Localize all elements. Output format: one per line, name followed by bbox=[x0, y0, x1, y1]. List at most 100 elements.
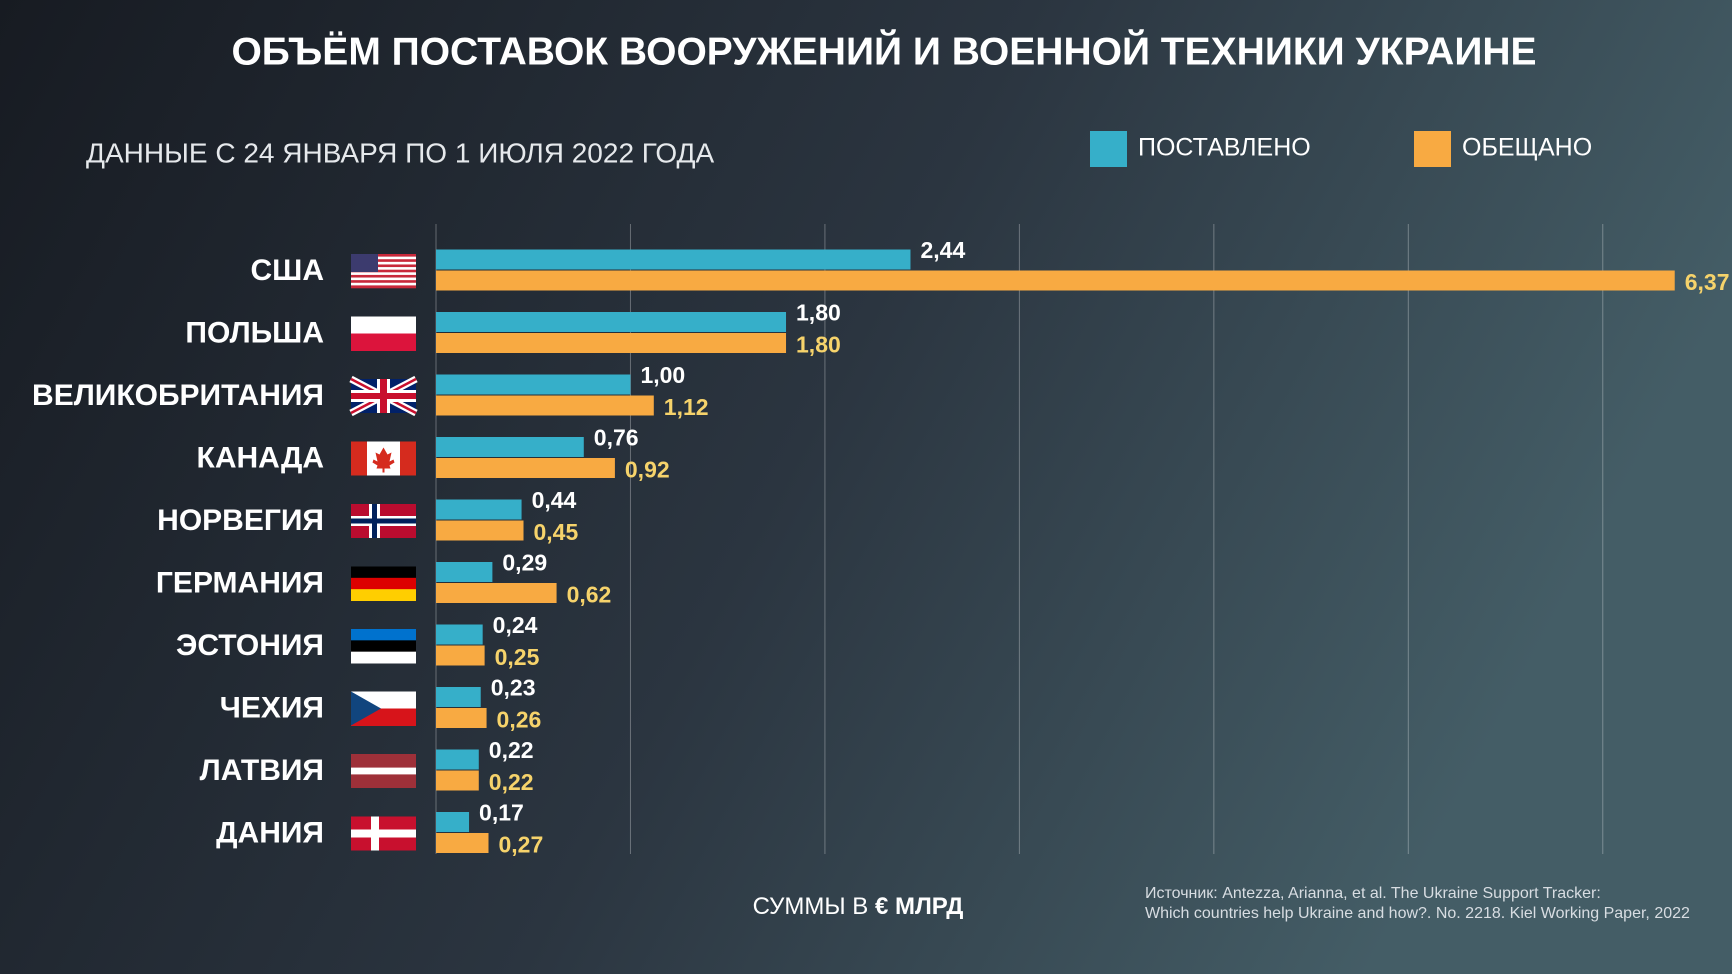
value-label: 1,80 bbox=[796, 300, 841, 326]
value-label: 2,44 bbox=[920, 237, 965, 263]
bar bbox=[436, 249, 911, 270]
bar bbox=[436, 437, 584, 457]
value-label: 0,76 bbox=[594, 425, 639, 451]
source-line: Источник: Antezza, Arianna, et al. The U… bbox=[1145, 885, 1601, 902]
value-label: 0,17 bbox=[479, 800, 524, 826]
flag-part bbox=[351, 518, 416, 524]
bar bbox=[436, 624, 483, 645]
bar bbox=[436, 708, 487, 728]
flag-part bbox=[351, 651, 416, 664]
flag-part bbox=[351, 254, 378, 272]
flag-part bbox=[351, 264, 416, 268]
value-label: 0,29 bbox=[502, 550, 547, 576]
flag bbox=[351, 691, 416, 726]
y-tick-label: ЭСТОНИЯ bbox=[176, 629, 324, 662]
bar bbox=[436, 749, 479, 770]
y-tick-label: НОРВЕГИЯ bbox=[157, 504, 324, 537]
bar bbox=[436, 374, 631, 395]
y-tick-label: ЛАТВИЯ bbox=[200, 754, 324, 787]
flag-part bbox=[351, 577, 416, 590]
bar bbox=[436, 270, 1675, 291]
value-label: 0,25 bbox=[495, 644, 540, 670]
value-label: 0,26 bbox=[497, 707, 542, 733]
bar bbox=[436, 583, 557, 603]
value-label: 0,62 bbox=[567, 582, 612, 608]
unit-note: СУММЫ В € МЛРД bbox=[753, 893, 964, 920]
value-label: 0,22 bbox=[489, 769, 534, 795]
flag-part bbox=[351, 691, 381, 726]
flag bbox=[349, 375, 418, 417]
flag bbox=[351, 316, 416, 351]
flag-part bbox=[351, 333, 416, 351]
value-label: 0,24 bbox=[493, 612, 538, 638]
flag-part bbox=[351, 640, 416, 653]
bar bbox=[436, 395, 654, 416]
unit-prefix: СУММЫ В bbox=[753, 893, 869, 920]
value-label: 1,00 bbox=[640, 362, 685, 388]
value-label: 0,22 bbox=[489, 737, 534, 763]
chart-title: ОБЪЁМ ПОСТАВОК ВООРУЖЕНИЙ И ВОЕННОЙ ТЕХН… bbox=[231, 28, 1536, 73]
unit-emphasis: € МЛРД bbox=[875, 893, 963, 920]
flag-part bbox=[351, 767, 416, 775]
subtitle: ДАННЫЕ С 24 ЯНВАРЯ ПО 1 ИЮЛЯ 2022 ГОДА bbox=[86, 137, 715, 168]
flag-part bbox=[351, 259, 416, 263]
y-tick-label: ПОЛЬША bbox=[185, 316, 324, 349]
y-tick-label: ЧЕХИЯ bbox=[220, 691, 324, 724]
bar bbox=[436, 312, 787, 332]
flag-part bbox=[351, 254, 416, 257]
y-tick-label: США bbox=[251, 254, 324, 287]
bar bbox=[436, 833, 489, 853]
value-label: 1,80 bbox=[796, 332, 841, 358]
bar bbox=[436, 812, 470, 832]
flag-part bbox=[351, 269, 416, 273]
value-label: 0,45 bbox=[534, 519, 579, 545]
flag-part bbox=[400, 441, 416, 476]
flag bbox=[351, 816, 416, 851]
legend-label: ПОСТАВЛЕНО bbox=[1138, 134, 1311, 162]
flag-part bbox=[351, 566, 416, 579]
flag-part bbox=[351, 277, 416, 281]
flag-part bbox=[351, 272, 416, 276]
legend-swatch bbox=[1414, 131, 1451, 167]
y-tick-label: КАНАДА bbox=[197, 441, 324, 474]
y-tick-label: ДАНИЯ bbox=[216, 816, 324, 849]
bar bbox=[436, 687, 481, 707]
bar bbox=[436, 333, 787, 353]
legend-swatch bbox=[1090, 131, 1127, 167]
flag bbox=[351, 629, 416, 664]
bar bbox=[436, 562, 493, 582]
source-line: Which countries help Ukraine and how?. N… bbox=[1145, 905, 1690, 922]
bar bbox=[436, 645, 485, 666]
flag-part bbox=[351, 589, 416, 601]
flag bbox=[351, 504, 416, 538]
flag-part bbox=[372, 447, 395, 473]
value-label: 0,23 bbox=[491, 675, 536, 701]
bar bbox=[436, 770, 479, 791]
flag-part bbox=[351, 316, 416, 334]
flag bbox=[351, 441, 416, 476]
bar bbox=[436, 458, 615, 478]
value-label: 0,92 bbox=[625, 457, 670, 483]
y-tick-label: ГЕРМАНИЯ bbox=[156, 566, 324, 599]
value-label: 1,12 bbox=[664, 394, 709, 420]
flag-part bbox=[351, 285, 416, 289]
flag-part bbox=[351, 282, 416, 286]
flag-part bbox=[351, 274, 416, 278]
value-label: 6,37 bbox=[1685, 269, 1730, 295]
flag bbox=[351, 254, 416, 289]
value-label: 0,44 bbox=[532, 487, 577, 513]
legend-label: ОБЕЩАНО bbox=[1462, 134, 1592, 162]
flag-part bbox=[351, 441, 367, 476]
flag bbox=[351, 566, 416, 601]
bar bbox=[436, 499, 522, 520]
y-tick-label: ВЕЛИКОБРИТАНИЯ bbox=[32, 379, 324, 412]
flag-part bbox=[351, 829, 416, 838]
flag-part bbox=[351, 261, 416, 265]
flag bbox=[351, 754, 416, 788]
flag-part bbox=[351, 629, 416, 641]
flag-part bbox=[351, 280, 416, 284]
flag-part bbox=[351, 267, 416, 270]
bar bbox=[436, 520, 524, 541]
